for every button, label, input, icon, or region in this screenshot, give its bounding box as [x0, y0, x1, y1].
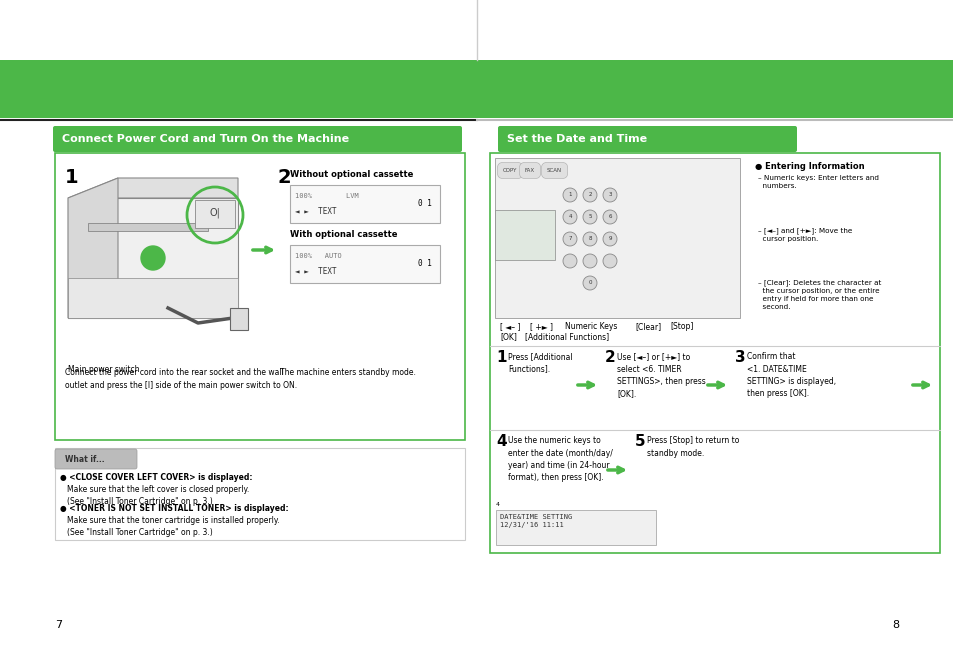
Text: [Clear]: [Clear]: [635, 322, 660, 331]
Text: 4: 4: [496, 502, 499, 507]
Circle shape: [582, 232, 597, 246]
Text: Use the numeric keys to
enter the date (month/day/
year) and time (in 24-hour
fo: Use the numeric keys to enter the date (…: [507, 436, 612, 483]
Text: 3: 3: [608, 193, 611, 198]
Text: Connect the power cord into the rear socket and the wall
outlet and press the [I: Connect the power cord into the rear soc…: [65, 368, 296, 390]
FancyBboxPatch shape: [495, 158, 740, 318]
Text: FAX: FAX: [524, 168, 535, 173]
Text: 4: 4: [496, 434, 506, 449]
Text: 1: 1: [568, 193, 571, 198]
FancyBboxPatch shape: [0, 60, 953, 118]
Circle shape: [582, 188, 597, 202]
Text: SCAN: SCAN: [546, 168, 561, 173]
FancyBboxPatch shape: [88, 223, 208, 231]
Text: Connect Power Cord and Turn On the Machine: Connect Power Cord and Turn On the Machi…: [62, 134, 349, 144]
Text: 1: 1: [496, 350, 506, 365]
Text: Main power switch: Main power switch: [68, 365, 139, 374]
FancyBboxPatch shape: [290, 185, 439, 223]
Text: 8: 8: [588, 236, 591, 242]
Text: What if...: What if...: [65, 455, 105, 463]
Text: Without optional cassette: Without optional cassette: [290, 170, 413, 179]
Text: [ ◄– ]: [ ◄– ]: [499, 322, 520, 331]
FancyBboxPatch shape: [194, 200, 234, 228]
Text: 0 1: 0 1: [417, 258, 432, 267]
Text: Numeric Keys: Numeric Keys: [564, 322, 617, 331]
Circle shape: [582, 276, 597, 290]
Text: 8: 8: [891, 620, 898, 630]
Text: 3: 3: [734, 350, 745, 365]
Text: 9: 9: [608, 236, 611, 242]
Circle shape: [562, 254, 577, 268]
Text: [Additional Functions]: [Additional Functions]: [524, 332, 608, 341]
FancyBboxPatch shape: [55, 153, 464, 440]
Text: [OK]: [OK]: [499, 332, 517, 341]
Text: – [Clear]: Deletes the character at
  the cursor position, or the entire
  entry: – [Clear]: Deletes the character at the …: [758, 279, 881, 309]
Text: 2: 2: [277, 168, 292, 187]
FancyBboxPatch shape: [55, 448, 464, 540]
Text: – Numeric keys: Enter letters and
  numbers.: – Numeric keys: Enter letters and number…: [758, 175, 878, 189]
Text: 5: 5: [588, 214, 591, 220]
Text: Confirm that
<1. DATE&TIME
SETTING> is displayed,
then press [OK].: Confirm that <1. DATE&TIME SETTING> is d…: [746, 352, 835, 399]
FancyBboxPatch shape: [290, 245, 439, 283]
FancyBboxPatch shape: [68, 278, 237, 318]
Circle shape: [602, 188, 617, 202]
FancyBboxPatch shape: [68, 198, 237, 318]
Circle shape: [141, 246, 165, 270]
Text: 0 1: 0 1: [417, 198, 432, 207]
Circle shape: [582, 210, 597, 224]
Circle shape: [602, 254, 617, 268]
Text: 7: 7: [55, 620, 62, 630]
Text: 6: 6: [608, 214, 611, 220]
Text: Press [Stop] to return to
standby mode.: Press [Stop] to return to standby mode.: [646, 436, 739, 457]
FancyBboxPatch shape: [490, 153, 939, 553]
Text: Make sure that the toner cartridge is installed properly.
(See "Install Toner Ca: Make sure that the toner cartridge is in…: [67, 516, 279, 537]
Circle shape: [562, 188, 577, 202]
Text: ◄ ►  TEXT: ◄ ► TEXT: [294, 267, 336, 276]
Text: [ +► ]: [ +► ]: [530, 322, 553, 331]
Circle shape: [562, 232, 577, 246]
Text: 4: 4: [568, 214, 571, 220]
Circle shape: [582, 254, 597, 268]
FancyBboxPatch shape: [495, 210, 555, 260]
Text: [Stop]: [Stop]: [669, 322, 693, 331]
Text: 1: 1: [65, 168, 78, 187]
Text: Press [Additional
Functions].: Press [Additional Functions].: [507, 352, 572, 373]
Text: ● <TONER IS NOT SET INSTALL TONER> is displayed:: ● <TONER IS NOT SET INSTALL TONER> is di…: [60, 504, 289, 513]
Text: 2: 2: [604, 350, 615, 365]
Polygon shape: [68, 178, 118, 318]
Text: 100%        LVM: 100% LVM: [294, 193, 358, 199]
Text: 2: 2: [588, 193, 591, 198]
Text: 0: 0: [588, 280, 591, 286]
Text: With optional cassette: With optional cassette: [290, 230, 397, 239]
Circle shape: [602, 232, 617, 246]
Text: ● Entering Information: ● Entering Information: [754, 162, 863, 171]
Text: O|: O|: [210, 208, 220, 218]
Text: Use [◄–] or [+►] to
select <6. TIMER
SETTINGS>, then press
[OK].: Use [◄–] or [+►] to select <6. TIMER SET…: [617, 352, 705, 399]
FancyBboxPatch shape: [230, 308, 248, 330]
Text: ◄ ►  TEXT: ◄ ► TEXT: [294, 207, 336, 216]
Text: COPY: COPY: [502, 168, 517, 173]
Polygon shape: [68, 178, 237, 198]
FancyBboxPatch shape: [53, 126, 461, 152]
Text: DATE&TIME SETTING
12/31/'16 11:11: DATE&TIME SETTING 12/31/'16 11:11: [499, 514, 572, 528]
Text: The machine enters standby mode.: The machine enters standby mode.: [280, 368, 416, 377]
FancyBboxPatch shape: [496, 510, 656, 545]
Text: 100%   AUTO: 100% AUTO: [294, 253, 341, 259]
Circle shape: [562, 210, 577, 224]
Text: 5: 5: [635, 434, 645, 449]
Circle shape: [602, 210, 617, 224]
FancyBboxPatch shape: [55, 449, 137, 469]
FancyBboxPatch shape: [497, 126, 796, 152]
Text: 7: 7: [568, 236, 571, 242]
Text: Set the Date and Time: Set the Date and Time: [506, 134, 646, 144]
Text: Make sure that the left cover is closed properly.
(See "Install Toner Cartridge": Make sure that the left cover is closed …: [67, 485, 249, 506]
Text: – [◄–] and [+►]: Move the
  cursor position.: – [◄–] and [+►]: Move the cursor positio…: [758, 227, 851, 242]
Text: ● <CLOSE COVER LEFT COVER> is displayed:: ● <CLOSE COVER LEFT COVER> is displayed:: [60, 473, 253, 482]
